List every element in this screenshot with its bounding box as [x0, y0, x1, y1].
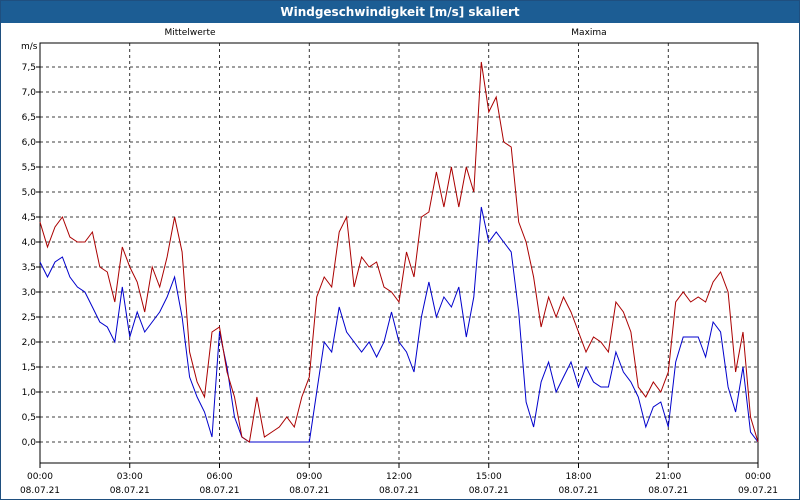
- x-tick-time: 12:00: [386, 472, 412, 482]
- y-tick-label: 0,5: [22, 413, 36, 423]
- x-tick-time: 03:00: [117, 472, 143, 482]
- x-tick-date: 08.07.21: [469, 486, 509, 496]
- y-tick-label: 0,0: [22, 438, 37, 448]
- x-tick-date: 08.07.21: [199, 486, 239, 496]
- y-tick-label: 5,5: [22, 163, 36, 173]
- x-tick-date: 08.07.21: [110, 486, 150, 496]
- x-tick-date: 08.07.21: [648, 486, 688, 496]
- y-tick-label: 1,0: [22, 388, 37, 398]
- y-tick-label: 3,0: [22, 288, 37, 298]
- x-tick-date: 08.07.21: [379, 486, 419, 496]
- x-tick-time: 06:00: [207, 472, 233, 482]
- x-tick-time: 00:00: [27, 472, 53, 482]
- y-tick-label: 7,0: [22, 88, 37, 98]
- x-tick-time: 09:00: [296, 472, 322, 482]
- series-lines: [39, 61, 759, 443]
- chart-area: 0,0 0,5 1,0 1,5 2,0 2,5 3,0 3,5 4,0 4,5 5,0 5,5 6,0 6…: [20, 28, 778, 496]
- window-title: Windgeschwindigkeit [m/s] skaliert: [1, 1, 799, 23]
- y-tick-label: 5,0: [22, 188, 37, 198]
- x-tick-time: 21:00: [655, 472, 681, 482]
- y-tick-label: 7,5: [22, 63, 36, 73]
- y-tick-label: 6,5: [22, 113, 36, 123]
- series-line-max: [39, 61, 759, 443]
- x-tick-time: 18:00: [566, 472, 592, 482]
- x-tick-time: 15:00: [476, 472, 502, 482]
- y-axis-label: m/s: [21, 42, 38, 52]
- x-tick-time: 00:00: [745, 472, 771, 482]
- y-tick-label: 4,5: [22, 213, 36, 223]
- grid: [40, 43, 758, 463]
- x-tick-date: 08.07.21: [20, 486, 60, 496]
- y-tick-label: 4,0: [22, 238, 37, 248]
- y-tick-label: 2,0: [22, 338, 37, 348]
- y-tick-label: 6,0: [22, 138, 37, 148]
- axes: 0,0 0,5 1,0 1,5 2,0 2,5 3,0 3,5 4,0 4,5 5,0 5,5 6,0 6…: [20, 42, 778, 496]
- x-tick-date: 08.07.21: [289, 486, 329, 496]
- y-tick-label: 3,5: [22, 263, 36, 273]
- x-tick-date: 09.07.21: [738, 486, 778, 496]
- series-line-mean: [39, 206, 759, 443]
- legend-max: Maxima: [571, 28, 606, 38]
- x-tick-date: 08.07.21: [558, 486, 598, 496]
- y-tick-label: 1,5: [22, 363, 36, 373]
- y-tick-label: 2,5: [22, 313, 36, 323]
- legend-mean: Mittelwerte: [164, 28, 215, 38]
